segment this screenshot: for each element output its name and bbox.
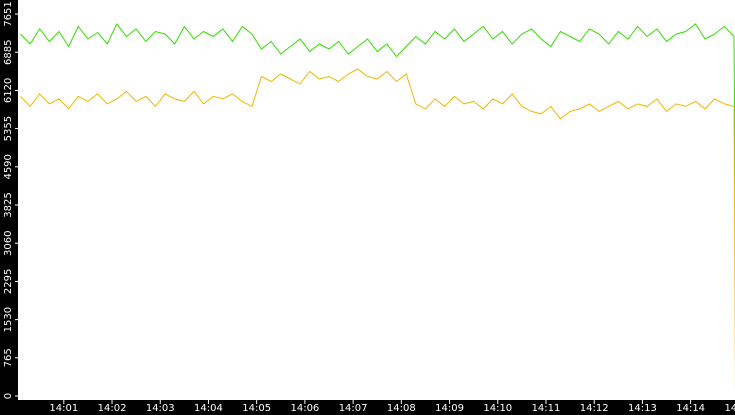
y-tick-label: 7651 [3,1,14,26]
x-tick-label: 14:14 [676,403,705,414]
y-tick-label: 6885 [3,40,14,65]
y-tick-label: 2295 [3,269,14,294]
x-tick-label: 14:10 [483,403,512,414]
x-tick-label: 14:04 [194,403,223,414]
y-tick-label: 6120 [3,78,14,103]
y-tick-label: 765 [3,348,14,367]
x-tick-label: 14:02 [98,403,127,414]
x-tick-label: 14:01 [49,403,78,414]
y-tick-label: 5355 [3,116,14,141]
y-tick-label: 3060 [3,230,14,255]
series-line [20,68,735,397]
x-tick-label: 14:13 [628,403,657,414]
x-tick-label: 14:12 [580,403,609,414]
x-tick-label: 14:06 [290,403,319,414]
x-tick-label: 14:09 [435,403,464,414]
x-tick-label: 14:07 [339,403,368,414]
x-tick-label: 14:08 [387,403,416,414]
x-tick-label: 14:15 [724,403,735,414]
x-tick-label: 14:05 [242,403,271,414]
x-tick-label: 14:03 [146,403,175,414]
y-tick-label: 1530 [3,307,14,332]
y-tick-label: 4590 [3,154,14,179]
series-line [20,23,735,249]
y-tick-label: 0 [3,393,14,399]
y-tick-label: 3825 [3,192,14,217]
plot-area [18,0,735,400]
x-tick-label: 14:11 [532,403,561,414]
